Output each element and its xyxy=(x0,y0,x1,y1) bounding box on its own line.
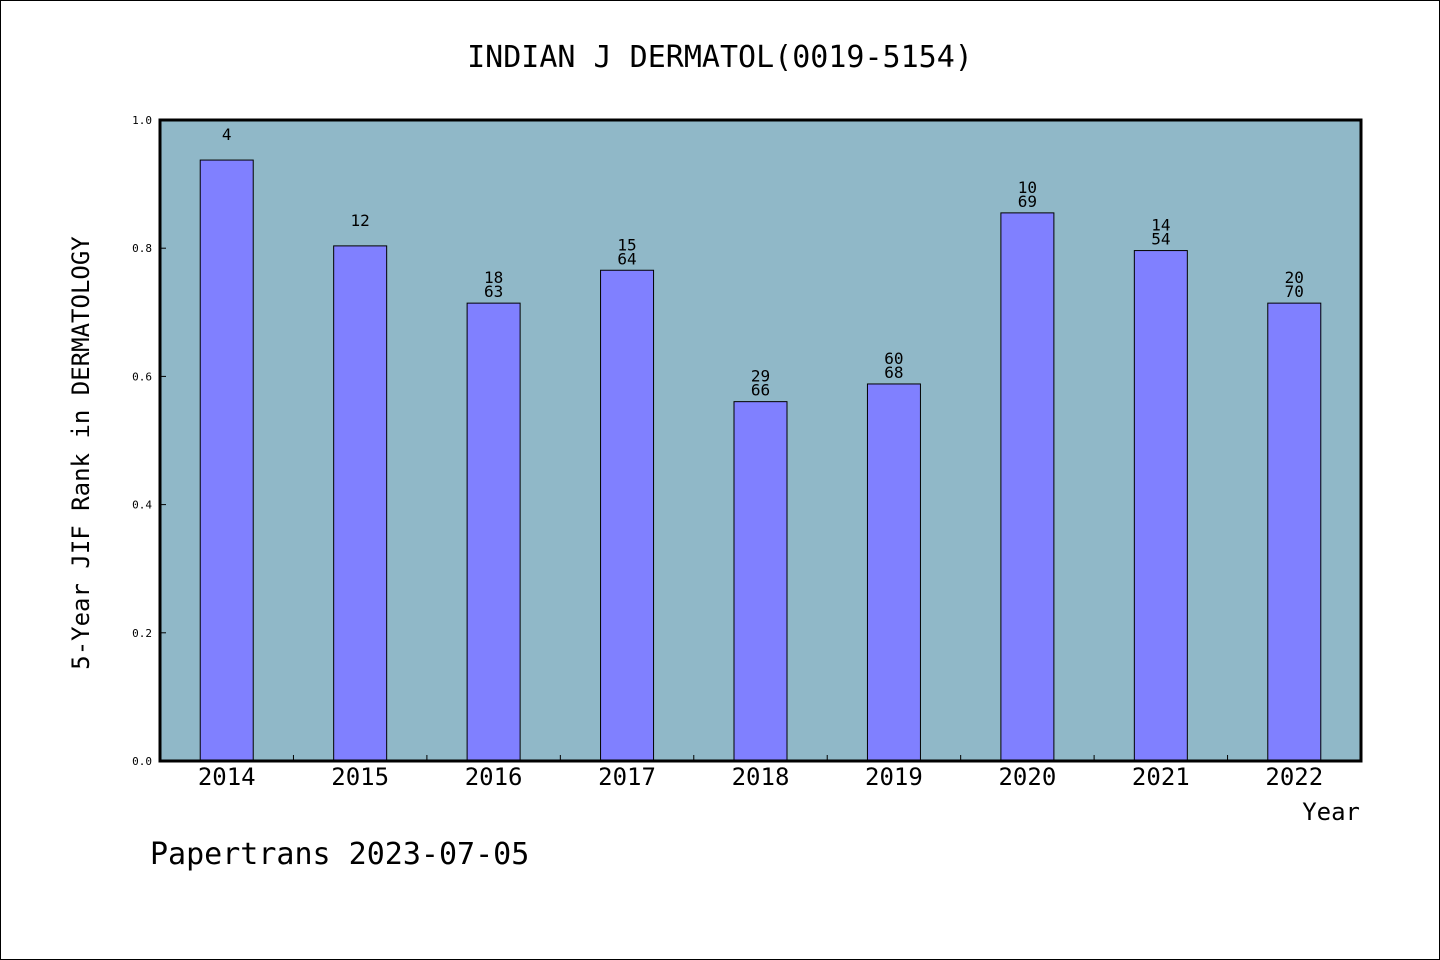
y-axis-label: 5-Year JIF Rank in DERMATOLOGY xyxy=(67,236,95,670)
bar-data-label: 63 xyxy=(484,282,503,301)
y-tick-label: 0.6 xyxy=(132,370,152,383)
x-tick-label: 2018 xyxy=(732,763,790,791)
bar-data-label: 14 xyxy=(1151,216,1170,235)
x-axis-label: Year xyxy=(1302,798,1360,826)
bar-data-label: 10 xyxy=(1018,178,1037,197)
bar-data-label: 66 xyxy=(751,381,770,400)
x-tick-label: 2019 xyxy=(865,763,923,791)
bar-data-label: 15 xyxy=(617,235,636,254)
bar-data-label: 64 xyxy=(617,249,636,268)
bar-data-label: 68 xyxy=(884,363,903,382)
x-tick-label: 2017 xyxy=(598,763,656,791)
bar-2021 xyxy=(1133,250,1188,762)
bar-data-label: 12 xyxy=(351,211,370,230)
bar-2020 xyxy=(1000,212,1055,762)
bar-data-label: 29 xyxy=(751,367,770,386)
bar-2017 xyxy=(600,269,655,762)
x-axis: 2014 2015 2016 2017 2018 2019 2020 2021 2022 xyxy=(198,755,1323,791)
x-tick-label: 2015 xyxy=(331,763,389,791)
bar-data-label: 54 xyxy=(1151,230,1170,249)
x-tick-label: 2014 xyxy=(198,763,256,791)
bar-2014 xyxy=(199,159,254,762)
bar-data-label: 69 xyxy=(1018,192,1037,211)
x-tick-label: 2021 xyxy=(1132,763,1190,791)
footer-credit: Papertrans 2023-07-05 xyxy=(150,837,529,872)
bar-2022 xyxy=(1267,302,1322,762)
bar-2015 xyxy=(333,245,388,762)
y-tick-label: 0.2 xyxy=(132,627,152,640)
bar-data-label: 70 xyxy=(1285,282,1304,301)
bar-2019 xyxy=(866,383,921,762)
y-tick-label: 0.0 xyxy=(132,755,152,768)
y-tick-label: 1.0 xyxy=(132,114,152,127)
x-tick-label: 2020 xyxy=(998,763,1056,791)
bar-2018 xyxy=(733,401,788,762)
chart-title: INDIAN J DERMATOL(0019-5154) xyxy=(467,40,973,75)
bar-data-label: 18 xyxy=(484,268,503,287)
bar-data-label: 4 xyxy=(222,125,232,144)
y-tick-label: 0.8 xyxy=(132,242,152,255)
y-tick-label: 0.4 xyxy=(132,499,152,512)
bar-2016 xyxy=(466,302,521,762)
bar-data-label: 20 xyxy=(1285,268,1304,287)
x-tick-label: 2022 xyxy=(1265,763,1323,791)
plot-border xyxy=(158,118,1363,763)
y-axis: 0.0 0.2 0.4 0.6 0.8 1.0 xyxy=(132,114,166,768)
x-tick-label: 2016 xyxy=(465,763,523,791)
bars-group xyxy=(199,159,1322,762)
bar-data-label: 60 xyxy=(884,349,903,368)
